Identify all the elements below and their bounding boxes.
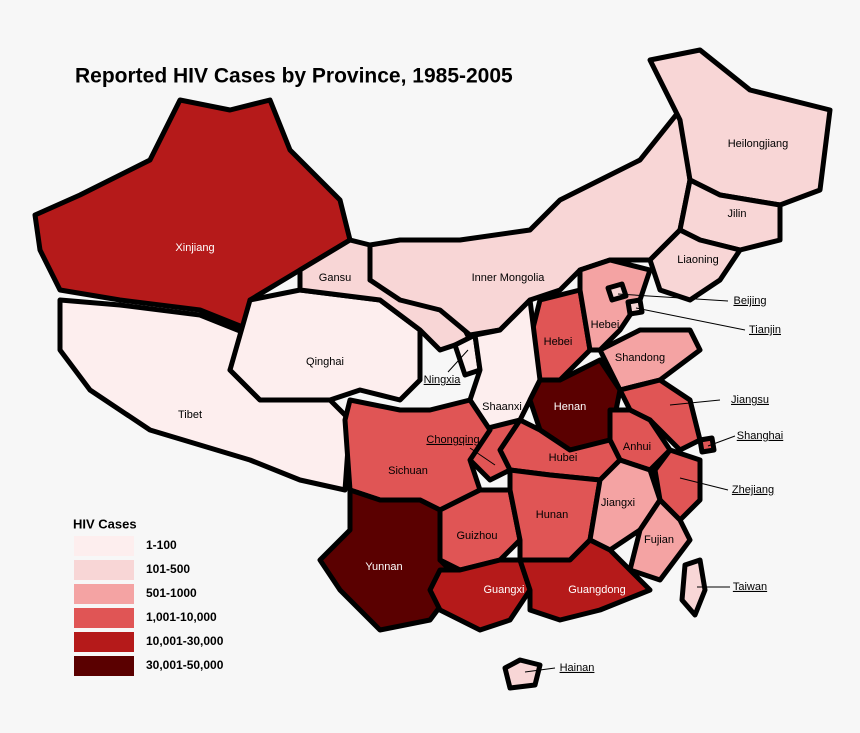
province-label: Zhejiang	[732, 484, 774, 496]
province-label: Fujian	[644, 534, 674, 546]
map-title: Reported HIV Cases by Province, 1985-200…	[75, 65, 513, 88]
legend-label: 30,001-50,000	[146, 658, 224, 672]
province-label: Taiwan	[733, 581, 767, 593]
province	[697, 435, 717, 455]
province	[437, 487, 523, 573]
province-label: Shandong	[615, 352, 665, 364]
province-label: Beijing	[733, 295, 766, 307]
leader-line	[679, 477, 729, 491]
legend-label: 1,001-10,000	[146, 610, 217, 624]
province	[625, 297, 645, 317]
leader-line	[524, 667, 556, 673]
legend-swatch	[74, 632, 134, 652]
province	[679, 557, 708, 618]
province-label: Liaoning	[677, 254, 719, 266]
province-labels: Xinjiang Tibet Qinghai Gansu Inner Mongolia H…	[175, 138, 788, 674]
legend-swatch	[74, 656, 134, 676]
province-label: Hunan	[536, 509, 568, 521]
province	[502, 657, 543, 691]
province-label: Xinjiang	[175, 242, 214, 254]
legend-label: 101-500	[146, 562, 190, 576]
legend-label: 501-1000	[146, 586, 197, 600]
province-label: Tibet	[178, 409, 202, 421]
legend-swatch	[74, 584, 134, 604]
legend-label: 10,001-30,000	[146, 634, 224, 648]
province	[227, 287, 423, 403]
province-label: Sichuan	[388, 465, 428, 477]
leader-line	[447, 349, 469, 373]
leader-line	[469, 447, 496, 466]
province	[647, 227, 743, 303]
province-label: Hebei	[591, 319, 620, 331]
province	[427, 557, 533, 633]
provinces	[32, 47, 833, 691]
province-label: Gansu	[319, 272, 351, 284]
province-label: Jiangsu	[731, 394, 769, 406]
province-label: Shanghai	[737, 430, 784, 442]
legend-swatch	[74, 536, 134, 556]
province-label: Shaanxi	[482, 401, 522, 413]
province-label: Tianjin	[749, 324, 781, 336]
province-label: Qinghai	[306, 356, 344, 368]
province	[605, 281, 629, 303]
province-label: Jilin	[728, 208, 747, 220]
province	[517, 537, 653, 623]
province-label: Guangdong	[568, 584, 626, 596]
leader-line	[707, 435, 736, 447]
province	[577, 257, 653, 353]
legend-swatch	[74, 560, 134, 580]
province-label: Hubei	[549, 452, 578, 464]
province-label: Guangxi	[484, 584, 525, 596]
province-label: Heilongjiang	[728, 138, 789, 150]
province-label: Hebei	[544, 336, 573, 348]
leader-line	[617, 293, 729, 302]
province-label: Jiangxi	[601, 497, 635, 509]
province-label: Anhui	[623, 441, 651, 453]
province-label: Guizhou	[457, 530, 498, 542]
province-label: Ningxia	[424, 374, 462, 386]
legend-title: HIV Cases	[73, 516, 137, 531]
province-label: Yunnan	[365, 561, 402, 573]
province-label: Henan	[554, 401, 586, 413]
leader-line	[635, 307, 746, 331]
province-label: Inner Mongolia	[472, 272, 546, 284]
leader-line	[669, 399, 721, 406]
province-label: Hainan	[560, 662, 595, 674]
legend-label: 1-100	[146, 538, 177, 552]
legend-swatch	[74, 608, 134, 628]
legend: HIV Cases 1-100 101-500 501-1000 1,001-10,0…	[73, 516, 224, 676]
province	[647, 47, 833, 208]
province-label: Chongqing	[426, 434, 479, 446]
